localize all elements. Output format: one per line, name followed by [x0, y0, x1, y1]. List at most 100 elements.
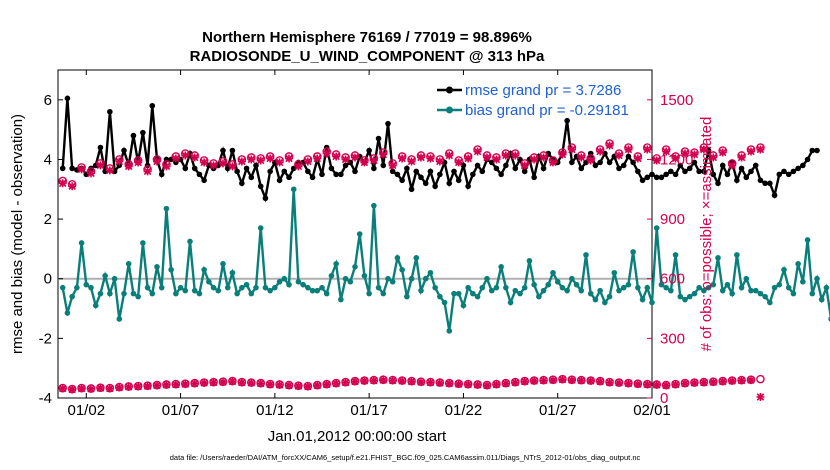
bias-point	[767, 299, 773, 306]
assimilated-obs-point	[200, 158, 209, 167]
rmse-point	[465, 183, 471, 190]
bias-point	[441, 299, 448, 306]
rmse-point	[352, 168, 358, 175]
rmse-point	[243, 165, 250, 172]
bias-point	[668, 287, 674, 294]
bias-point	[592, 296, 599, 303]
assimilated-obs-point	[77, 165, 86, 174]
bias-point	[432, 284, 438, 291]
rmse-point	[328, 165, 335, 172]
bias-point	[371, 202, 377, 209]
assimilated-obs-point	[96, 161, 105, 170]
bias-point	[92, 302, 99, 309]
bias-point	[625, 281, 632, 288]
bias-point	[498, 264, 504, 270]
bias-point	[144, 284, 151, 291]
y-left-tick-label: 6	[44, 92, 52, 109]
possible_low-obs-point	[756, 374, 765, 384]
bias-point	[757, 290, 764, 297]
bias-point	[220, 261, 226, 267]
bias-point	[276, 278, 283, 285]
legend-rmse-marker	[446, 86, 453, 94]
assimilated-obs-point	[398, 154, 407, 163]
rmse-point	[578, 165, 585, 172]
bias-point	[455, 290, 462, 297]
rmse-point	[498, 171, 504, 178]
assimilated_low-obs-point	[624, 379, 633, 388]
bias-point	[536, 293, 542, 300]
assimilated_low-obs-point	[558, 375, 567, 384]
bias-point	[554, 278, 561, 285]
bias-point	[64, 310, 71, 316]
assimilated-obs-point	[171, 154, 180, 163]
assimilated-obs-point	[285, 154, 293, 163]
bias-point	[300, 281, 306, 288]
bias-point	[201, 266, 207, 273]
assimilated_low-obs-point	[699, 378, 708, 387]
bias-point	[305, 284, 311, 291]
assimilated-obs-point	[105, 166, 114, 175]
rmse-point	[446, 180, 453, 187]
rmse-point	[592, 162, 599, 169]
bias-point	[719, 287, 726, 294]
bias-point	[399, 266, 405, 273]
bias-point	[658, 281, 665, 288]
bias-point	[724, 281, 731, 288]
bias-point	[323, 290, 330, 297]
bias-point	[503, 284, 509, 291]
assimilated_low-obs-point	[483, 381, 491, 390]
bias-point	[389, 278, 396, 285]
assimilated_low-obs-point	[303, 382, 312, 391]
assimilated_low-obs-point	[228, 377, 237, 386]
bias-point	[517, 290, 523, 297]
assimilated-obs-point	[464, 154, 473, 163]
bias-point	[69, 293, 75, 300]
bias-point	[710, 281, 717, 288]
rmse-point	[253, 162, 259, 169]
bias-point	[748, 287, 754, 294]
rmse-point	[201, 177, 207, 184]
bias-point	[83, 281, 90, 288]
assimilated_low-obs-point	[181, 380, 190, 389]
rmse-point	[757, 177, 764, 184]
rmse-point	[503, 162, 509, 169]
legend-bias-label: bias grand pr = -0.29181	[465, 102, 629, 119]
bias-point	[611, 269, 618, 276]
assimilated-obs-point	[605, 141, 614, 150]
bias-point	[191, 287, 198, 294]
bias-point	[437, 293, 443, 300]
rmse-point	[531, 174, 537, 181]
x-tick-label: 01/07	[162, 402, 200, 419]
bias-point	[163, 205, 170, 212]
bias-point	[639, 296, 646, 303]
bias-point	[239, 284, 245, 291]
rmse-point	[432, 183, 438, 190]
bias-point	[130, 290, 137, 297]
bias-point	[569, 275, 575, 282]
rmse-point	[597, 159, 603, 166]
bias-point	[229, 269, 236, 276]
bias-point	[267, 287, 273, 294]
assimilated_low-obs-point	[520, 377, 529, 386]
assimilated-obs-point	[237, 157, 246, 166]
assimilated-obs-point	[633, 154, 642, 163]
assimilated_low-obs-point	[388, 376, 397, 385]
assimilated_low-obs-point	[530, 376, 539, 385]
rmse-point	[130, 132, 137, 139]
assimilated-obs-point	[379, 150, 388, 159]
assimilated-obs-point	[313, 154, 322, 163]
assimilated_low-obs-point	[756, 393, 765, 402]
bias-point	[771, 284, 778, 291]
assimilated-obs-point	[520, 161, 529, 170]
assimilated-obs-point	[567, 145, 576, 154]
rmse-point	[385, 120, 391, 127]
bias-point	[776, 281, 783, 288]
bias-point	[653, 225, 660, 231]
assimilated_low-obs-point	[728, 376, 737, 385]
assimilated-obs-point	[332, 152, 341, 161]
bias-point	[550, 269, 556, 276]
rmse-point	[625, 153, 632, 160]
data-marks	[58, 95, 830, 402]
rmse-point	[389, 168, 396, 175]
bias-point	[135, 293, 141, 300]
